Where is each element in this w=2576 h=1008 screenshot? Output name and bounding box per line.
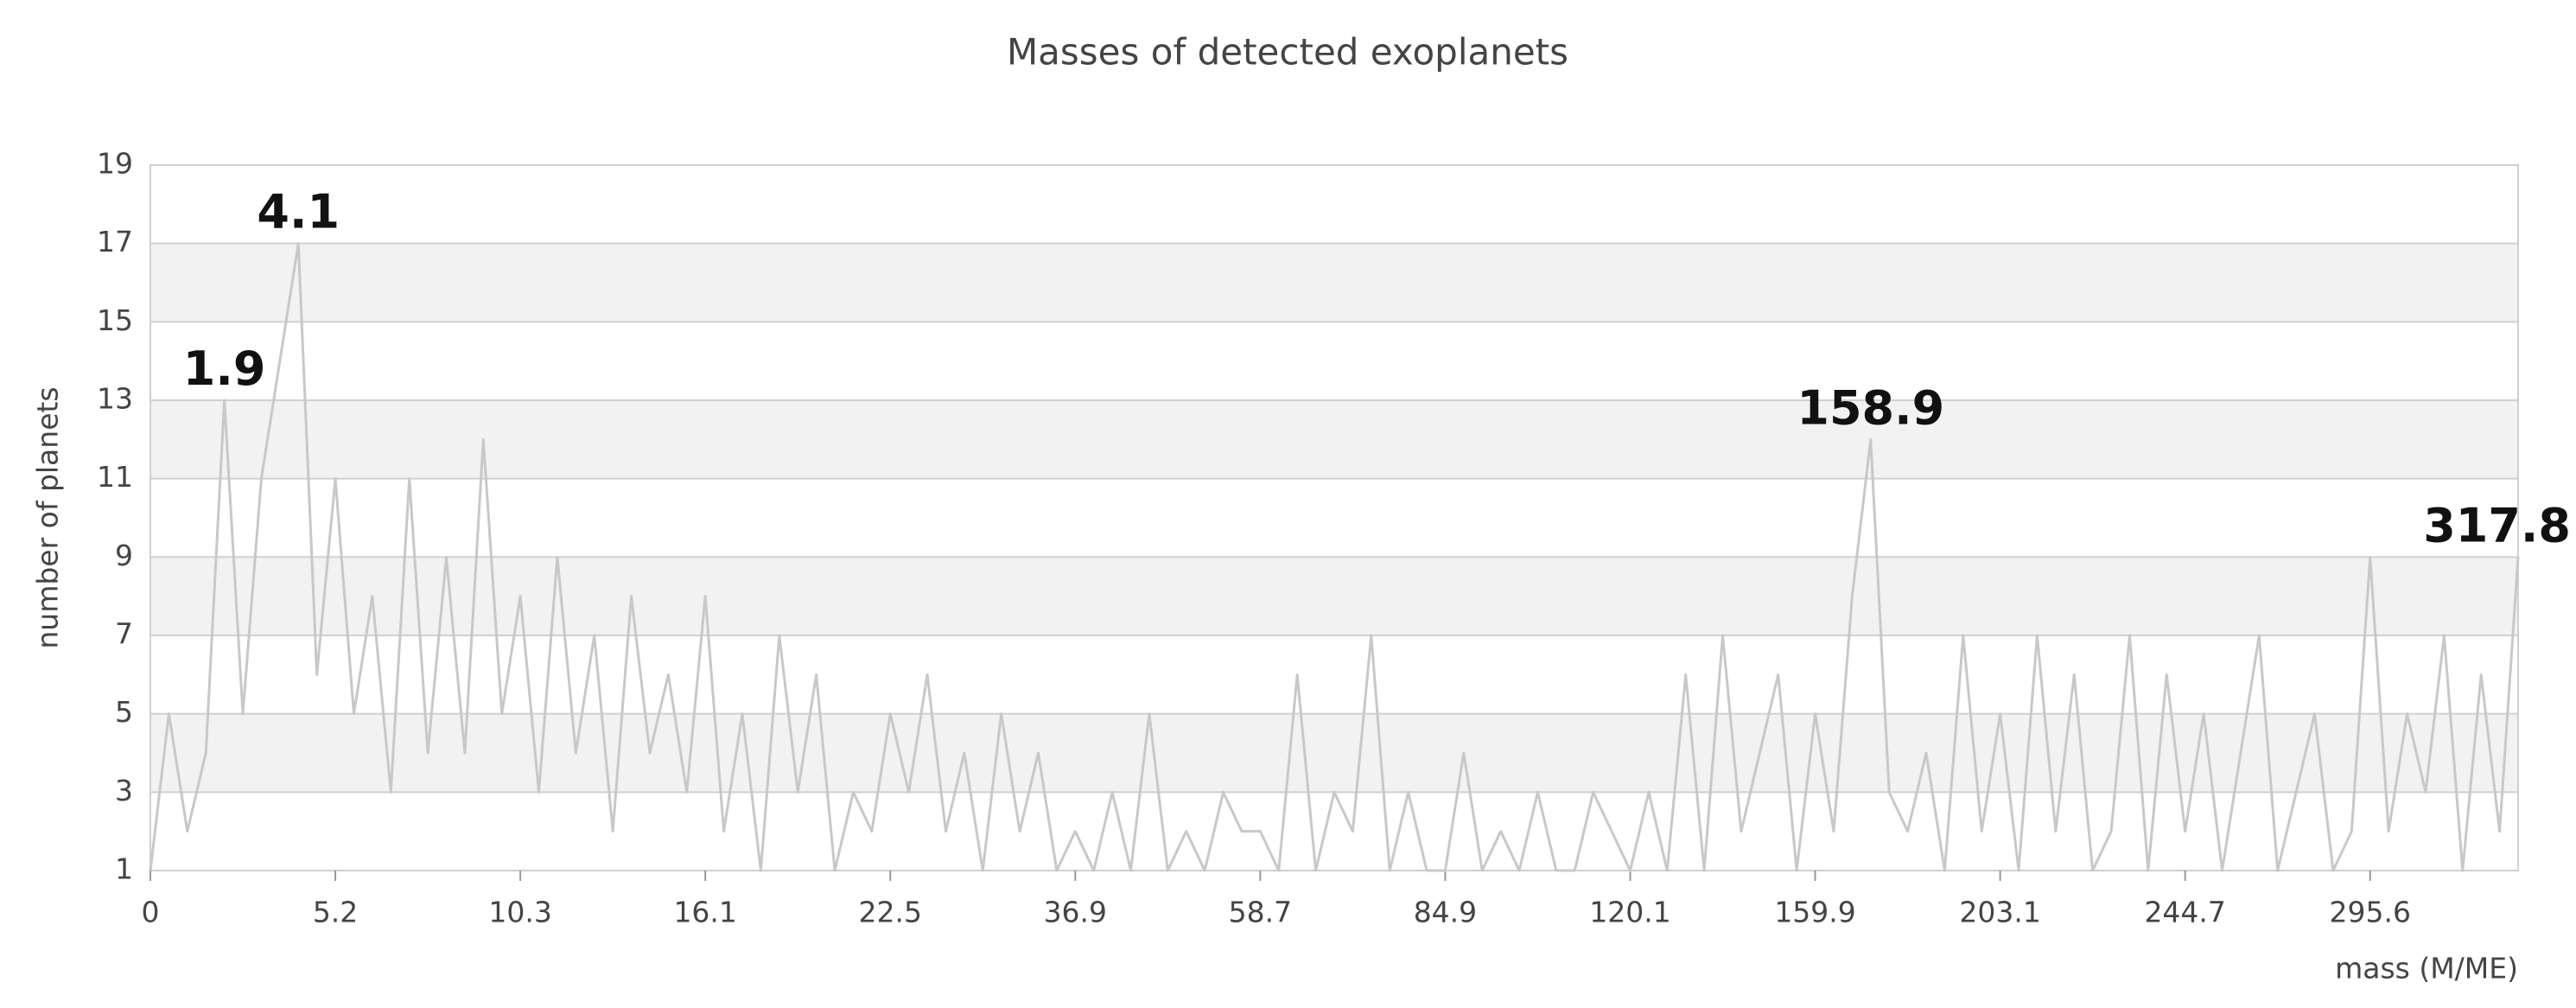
y-tick-label: 17 — [97, 225, 133, 258]
y-tick-label: 3 — [115, 774, 133, 807]
y-tick-label: 9 — [115, 539, 133, 572]
x-tick-label: 159.9 — [1774, 896, 1855, 929]
x-tick-label: 10.3 — [488, 896, 551, 929]
x-tick-label: 22.5 — [859, 896, 922, 929]
x-tick-label: 16.1 — [673, 896, 736, 929]
annotation: 158.9 — [1797, 380, 1944, 435]
annotation: 4.1 — [257, 185, 340, 239]
y-tick-label: 7 — [115, 617, 133, 651]
grid-band — [150, 557, 2518, 635]
x-tick-label: 295.6 — [2330, 896, 2411, 929]
y-axis-label: number of planets — [31, 386, 65, 648]
y-tick-label: 1 — [115, 852, 133, 886]
annotation: 317.8 — [2423, 498, 2571, 552]
y-tick-label: 11 — [97, 460, 133, 494]
grid-band — [150, 243, 2518, 322]
plot-frame — [149, 164, 2519, 871]
x-tick-label: 58.7 — [1229, 896, 1292, 929]
x-tick-label: 0 — [142, 896, 160, 929]
x-tick-label: 5.2 — [313, 896, 358, 929]
annotation: 1.9 — [183, 341, 266, 396]
x-tick-label: 36.9 — [1044, 896, 1107, 929]
x-tick-label: 120.1 — [1589, 896, 1670, 929]
x-axis-label: mass (M/ME) — [2335, 952, 2518, 986]
data-line — [149, 242, 2520, 872]
x-tick-label: 203.1 — [1959, 896, 2040, 929]
y-tick-label: 19 — [97, 147, 133, 181]
y-tick-label: 15 — [97, 303, 133, 337]
x-tick-label: 84.9 — [1414, 896, 1477, 929]
y-tick-label: 5 — [115, 695, 133, 729]
chart-title: Masses of detected exoplanets — [1007, 31, 1568, 73]
x-tick-label: 244.7 — [2144, 896, 2225, 929]
grid-band — [150, 400, 2518, 479]
y-tick-label: 13 — [97, 382, 133, 416]
